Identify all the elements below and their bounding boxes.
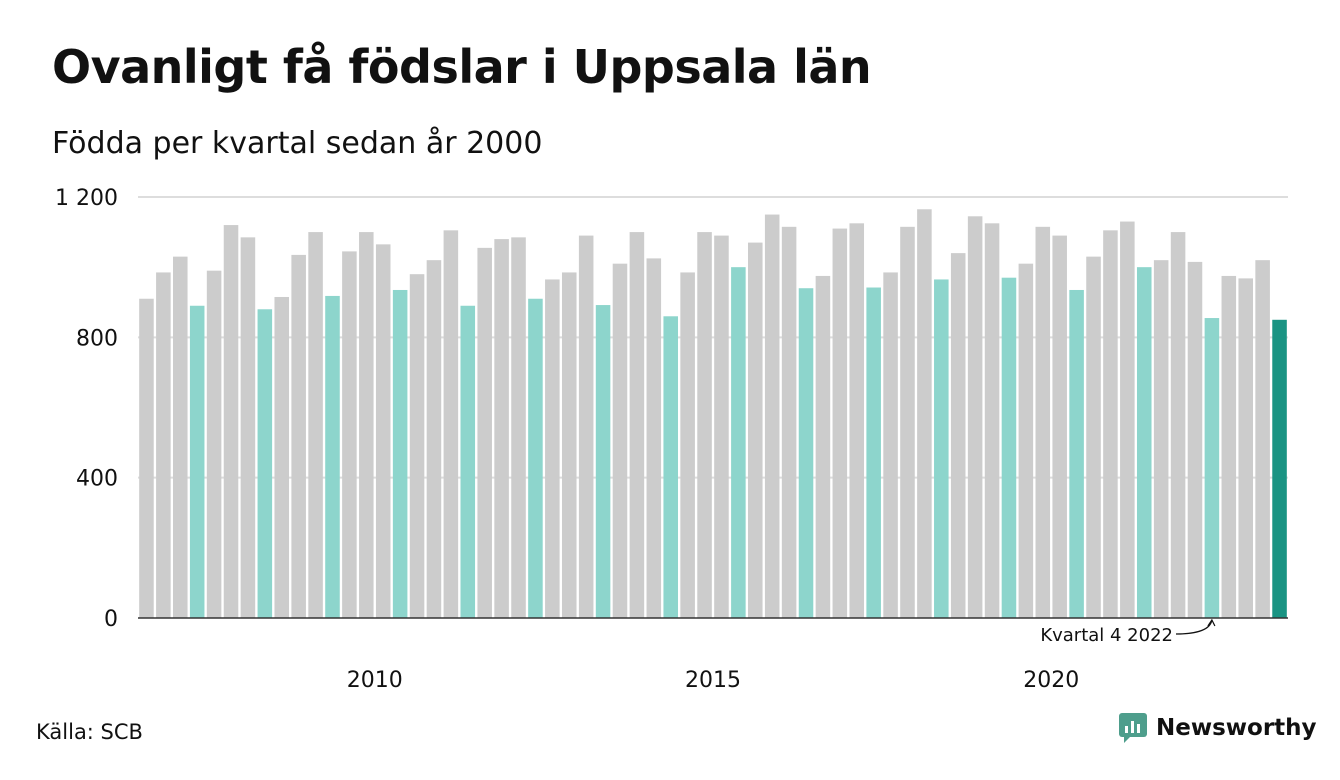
bar — [342, 251, 357, 619]
annotation-label: Kvartal 4 2022 — [1040, 625, 1173, 646]
x-tick-label: 2020 — [1023, 668, 1079, 693]
bar — [477, 247, 492, 618]
bar — [511, 237, 526, 619]
bar — [1103, 230, 1118, 618]
chart-subtitle: Födda per kvartal sedan år 2000 — [52, 126, 543, 161]
bar — [156, 272, 171, 618]
bar — [578, 235, 594, 618]
bar — [1153, 260, 1169, 618]
bar-q4 — [257, 309, 273, 618]
bar — [714, 235, 729, 618]
bar-q4 — [392, 289, 408, 618]
bars — [138, 209, 1288, 619]
bar-q4 — [1001, 277, 1017, 618]
bar — [443, 230, 459, 618]
bar — [832, 228, 848, 618]
bar — [849, 223, 865, 618]
bar-q4 — [866, 287, 881, 618]
bar — [139, 298, 154, 618]
bar — [680, 272, 695, 618]
bar-q4 — [934, 279, 949, 618]
y-tick-label: 1 200 — [55, 186, 118, 211]
bar — [1187, 261, 1203, 618]
y-tick-label: 800 — [76, 326, 118, 351]
bar — [223, 225, 239, 619]
bar — [815, 275, 831, 618]
bar-q4 — [1204, 318, 1220, 618]
bar — [612, 263, 628, 618]
bar-q4 — [1136, 267, 1152, 618]
bar — [748, 242, 763, 618]
bar-latest — [1272, 319, 1287, 618]
x-tick-label: 2010 — [347, 668, 403, 693]
bar — [1238, 278, 1253, 618]
bar — [1086, 256, 1101, 618]
bar — [1120, 221, 1135, 618]
x-tick-label: 2015 — [685, 668, 741, 693]
source-note: Källa: SCB — [36, 720, 143, 744]
bar — [1255, 260, 1270, 618]
y-axis: 0 400 800 1 200 — [55, 186, 118, 632]
bar — [426, 260, 442, 618]
bar — [359, 232, 374, 619]
bar — [967, 216, 983, 618]
y-tick-label: 0 — [104, 607, 118, 632]
bar — [409, 274, 425, 618]
annotation: Kvartal 4 2022 — [1040, 618, 1216, 646]
bar — [1170, 232, 1186, 619]
y-tick-label: 400 — [76, 467, 118, 492]
newsworthy-logo-text: Newsworthy — [1156, 715, 1317, 741]
bar — [308, 232, 323, 619]
bar — [494, 239, 509, 618]
bar — [629, 232, 645, 619]
bar — [1018, 263, 1034, 618]
bar — [984, 223, 1000, 618]
bar — [240, 237, 256, 619]
bar-chart: 0 400 800 1 200 2010 2015 2020 Kvartal 4 2022 — [55, 186, 1288, 693]
bar — [1052, 235, 1067, 618]
bar — [375, 244, 391, 619]
bar-q4 — [189, 305, 205, 618]
bar-q4 — [528, 298, 543, 618]
bar — [950, 253, 966, 618]
newsworthy-logo: Newsworthy — [1118, 712, 1317, 744]
bar — [781, 226, 797, 618]
bar — [917, 209, 932, 618]
bar-q4 — [460, 305, 476, 618]
bar — [1035, 226, 1051, 618]
bar — [764, 214, 780, 618]
bar — [274, 296, 290, 618]
bar-q4 — [663, 316, 678, 618]
bar — [561, 272, 577, 618]
bar — [173, 256, 188, 618]
chart-title: Ovanligt få födslar i Uppsala län — [52, 40, 872, 94]
bar-q4 — [325, 295, 340, 618]
bar — [1221, 275, 1237, 618]
bar-q4 — [595, 305, 611, 618]
bar — [291, 254, 306, 618]
newsworthy-logo-icon — [1119, 713, 1147, 743]
bar — [206, 270, 222, 618]
bar — [697, 232, 712, 619]
bar — [883, 272, 898, 618]
annotation-arrow — [1175, 618, 1216, 635]
bar — [646, 258, 662, 618]
bar-q4 — [798, 288, 814, 618]
bar-q4 — [731, 267, 746, 618]
bar — [545, 279, 560, 618]
x-axis: 2010 2015 2020 — [347, 668, 1079, 693]
bar — [900, 226, 915, 618]
bar-q4 — [1069, 289, 1084, 618]
